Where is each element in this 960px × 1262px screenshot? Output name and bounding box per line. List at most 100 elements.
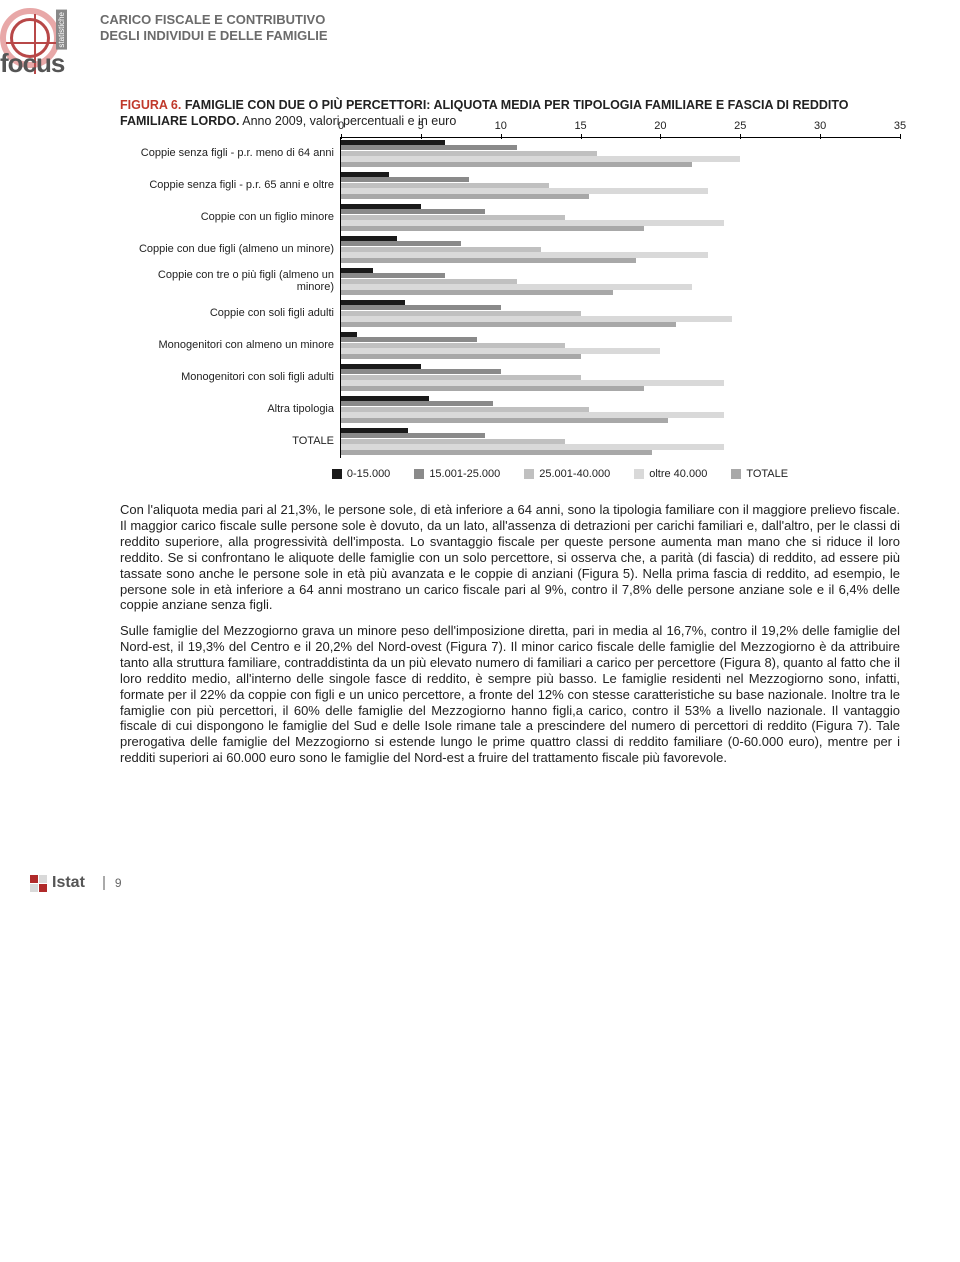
- bar-group: [341, 298, 900, 330]
- category-label: Coppie con un figlio minore: [120, 201, 334, 233]
- bar: [341, 300, 405, 305]
- category-label: Monogenitori con soli figli adulti: [120, 361, 334, 393]
- x-tick-label: 10: [495, 120, 507, 132]
- bar: [341, 241, 461, 246]
- bar-group: [341, 170, 900, 202]
- bar: [341, 337, 477, 342]
- chart-legend: 0-15.000 15.001-25.000 25.001-40.000 oltre …: [120, 468, 900, 480]
- header-title-line2: DEGLI INDIVIDUI E DELLE FAMIGLIE: [100, 28, 328, 44]
- legend-item: TOTALE: [731, 468, 788, 480]
- bar: [341, 236, 397, 241]
- bar: [341, 177, 469, 182]
- logo-text: focus: [0, 48, 64, 79]
- legend-swatch: [524, 469, 534, 479]
- paragraph-2: Sulle famiglie del Mezzogiorno grava un …: [120, 623, 900, 766]
- bar: [341, 428, 408, 433]
- bar: [341, 279, 517, 284]
- bar: [341, 284, 692, 289]
- legend-swatch: [634, 469, 644, 479]
- istat-logo: Istat: [30, 874, 85, 892]
- bar-group: [341, 202, 900, 234]
- bar: [341, 348, 660, 353]
- bar: [341, 396, 429, 401]
- bar: [341, 305, 501, 310]
- bar-group: [341, 330, 900, 362]
- bar: [341, 215, 565, 220]
- bar-group: [341, 234, 900, 266]
- x-axis-ticks: 05101520253035: [341, 120, 900, 138]
- bar: [341, 226, 644, 231]
- bar: [341, 151, 597, 156]
- bar: [341, 220, 724, 225]
- x-tick-label: 0: [338, 120, 344, 132]
- bar: [341, 316, 732, 321]
- bar: [341, 268, 373, 273]
- bar: [341, 145, 517, 150]
- bar: [341, 322, 676, 327]
- bar: [341, 369, 501, 374]
- category-label: TOTALE: [120, 425, 334, 457]
- legend-label: 25.001-40.000: [539, 468, 610, 480]
- category-label: Monogenitori con almeno un minore: [120, 329, 334, 361]
- bar: [341, 290, 613, 295]
- focus-logo: statistiche focus: [0, 8, 90, 78]
- bar-group: [341, 362, 900, 394]
- category-label: Coppie con due figli (almeno un minore): [120, 233, 334, 265]
- legend-item: oltre 40.000: [634, 468, 707, 480]
- logo-square: [30, 875, 38, 883]
- bar-chart: Coppie senza figli - p.r. meno di 64 ann…: [120, 137, 900, 480]
- legend-item: 0-15.000: [332, 468, 390, 480]
- category-label: Altra tipologia: [120, 393, 334, 425]
- bar: [341, 172, 389, 177]
- bar: [341, 433, 485, 438]
- bar: [341, 247, 541, 252]
- statistiche-tab: statistiche: [56, 10, 67, 50]
- bar: [341, 401, 493, 406]
- legend-swatch: [414, 469, 424, 479]
- legend-item: 15.001-25.000: [414, 468, 500, 480]
- bar-group: [341, 266, 900, 298]
- content-area: FIGURA 6. FAMIGLIE CON DUE O PIÙ PERCETT…: [0, 82, 960, 806]
- bar: [341, 273, 445, 278]
- logo-square: [39, 875, 47, 883]
- bar: [341, 140, 445, 145]
- category-label: Coppie senza figli - p.r. meno di 64 ann…: [120, 137, 334, 169]
- page-footer: Istat 9: [0, 866, 960, 906]
- bar: [341, 364, 421, 369]
- body-text: Con l'aliquota media pari al 21,3%, le p…: [120, 502, 900, 766]
- bar: [341, 418, 668, 423]
- bar: [341, 439, 565, 444]
- bar: [341, 188, 708, 193]
- category-label: Coppie con tre o più figli (almeno un mi…: [120, 265, 334, 297]
- bar: [341, 162, 692, 167]
- legend-swatch: [731, 469, 741, 479]
- legend-item: 25.001-40.000: [524, 468, 610, 480]
- bar: [341, 375, 581, 380]
- bar: [341, 407, 589, 412]
- legend-label: 0-15.000: [347, 468, 390, 480]
- category-label: Coppie con soli figli adulti: [120, 297, 334, 329]
- logo-square: [39, 884, 47, 892]
- legend-label: TOTALE: [746, 468, 788, 480]
- bar-group: [341, 426, 900, 458]
- bar: [341, 444, 724, 449]
- figure-label: FIGURA 6.: [120, 98, 181, 112]
- bar-group: [341, 394, 900, 426]
- legend-label: oltre 40.000: [649, 468, 707, 480]
- bar: [341, 194, 589, 199]
- x-tick-label: 30: [814, 120, 826, 132]
- istat-squares-icon: [30, 875, 47, 892]
- x-tick-label: 25: [734, 120, 746, 132]
- logo-square: [30, 884, 38, 892]
- paragraph-1: Con l'aliquota media pari al 21,3%, le p…: [120, 502, 900, 613]
- bar: [341, 252, 708, 257]
- bar: [341, 412, 724, 417]
- bar: [341, 183, 549, 188]
- bar: [341, 311, 581, 316]
- bar: [341, 450, 652, 455]
- bar: [341, 386, 644, 391]
- x-tick-label: 20: [654, 120, 666, 132]
- bar: [341, 354, 581, 359]
- header-title: CARICO FISCALE E CONTRIBUTIVO DEGLI INDI…: [100, 8, 328, 43]
- bar: [341, 258, 636, 263]
